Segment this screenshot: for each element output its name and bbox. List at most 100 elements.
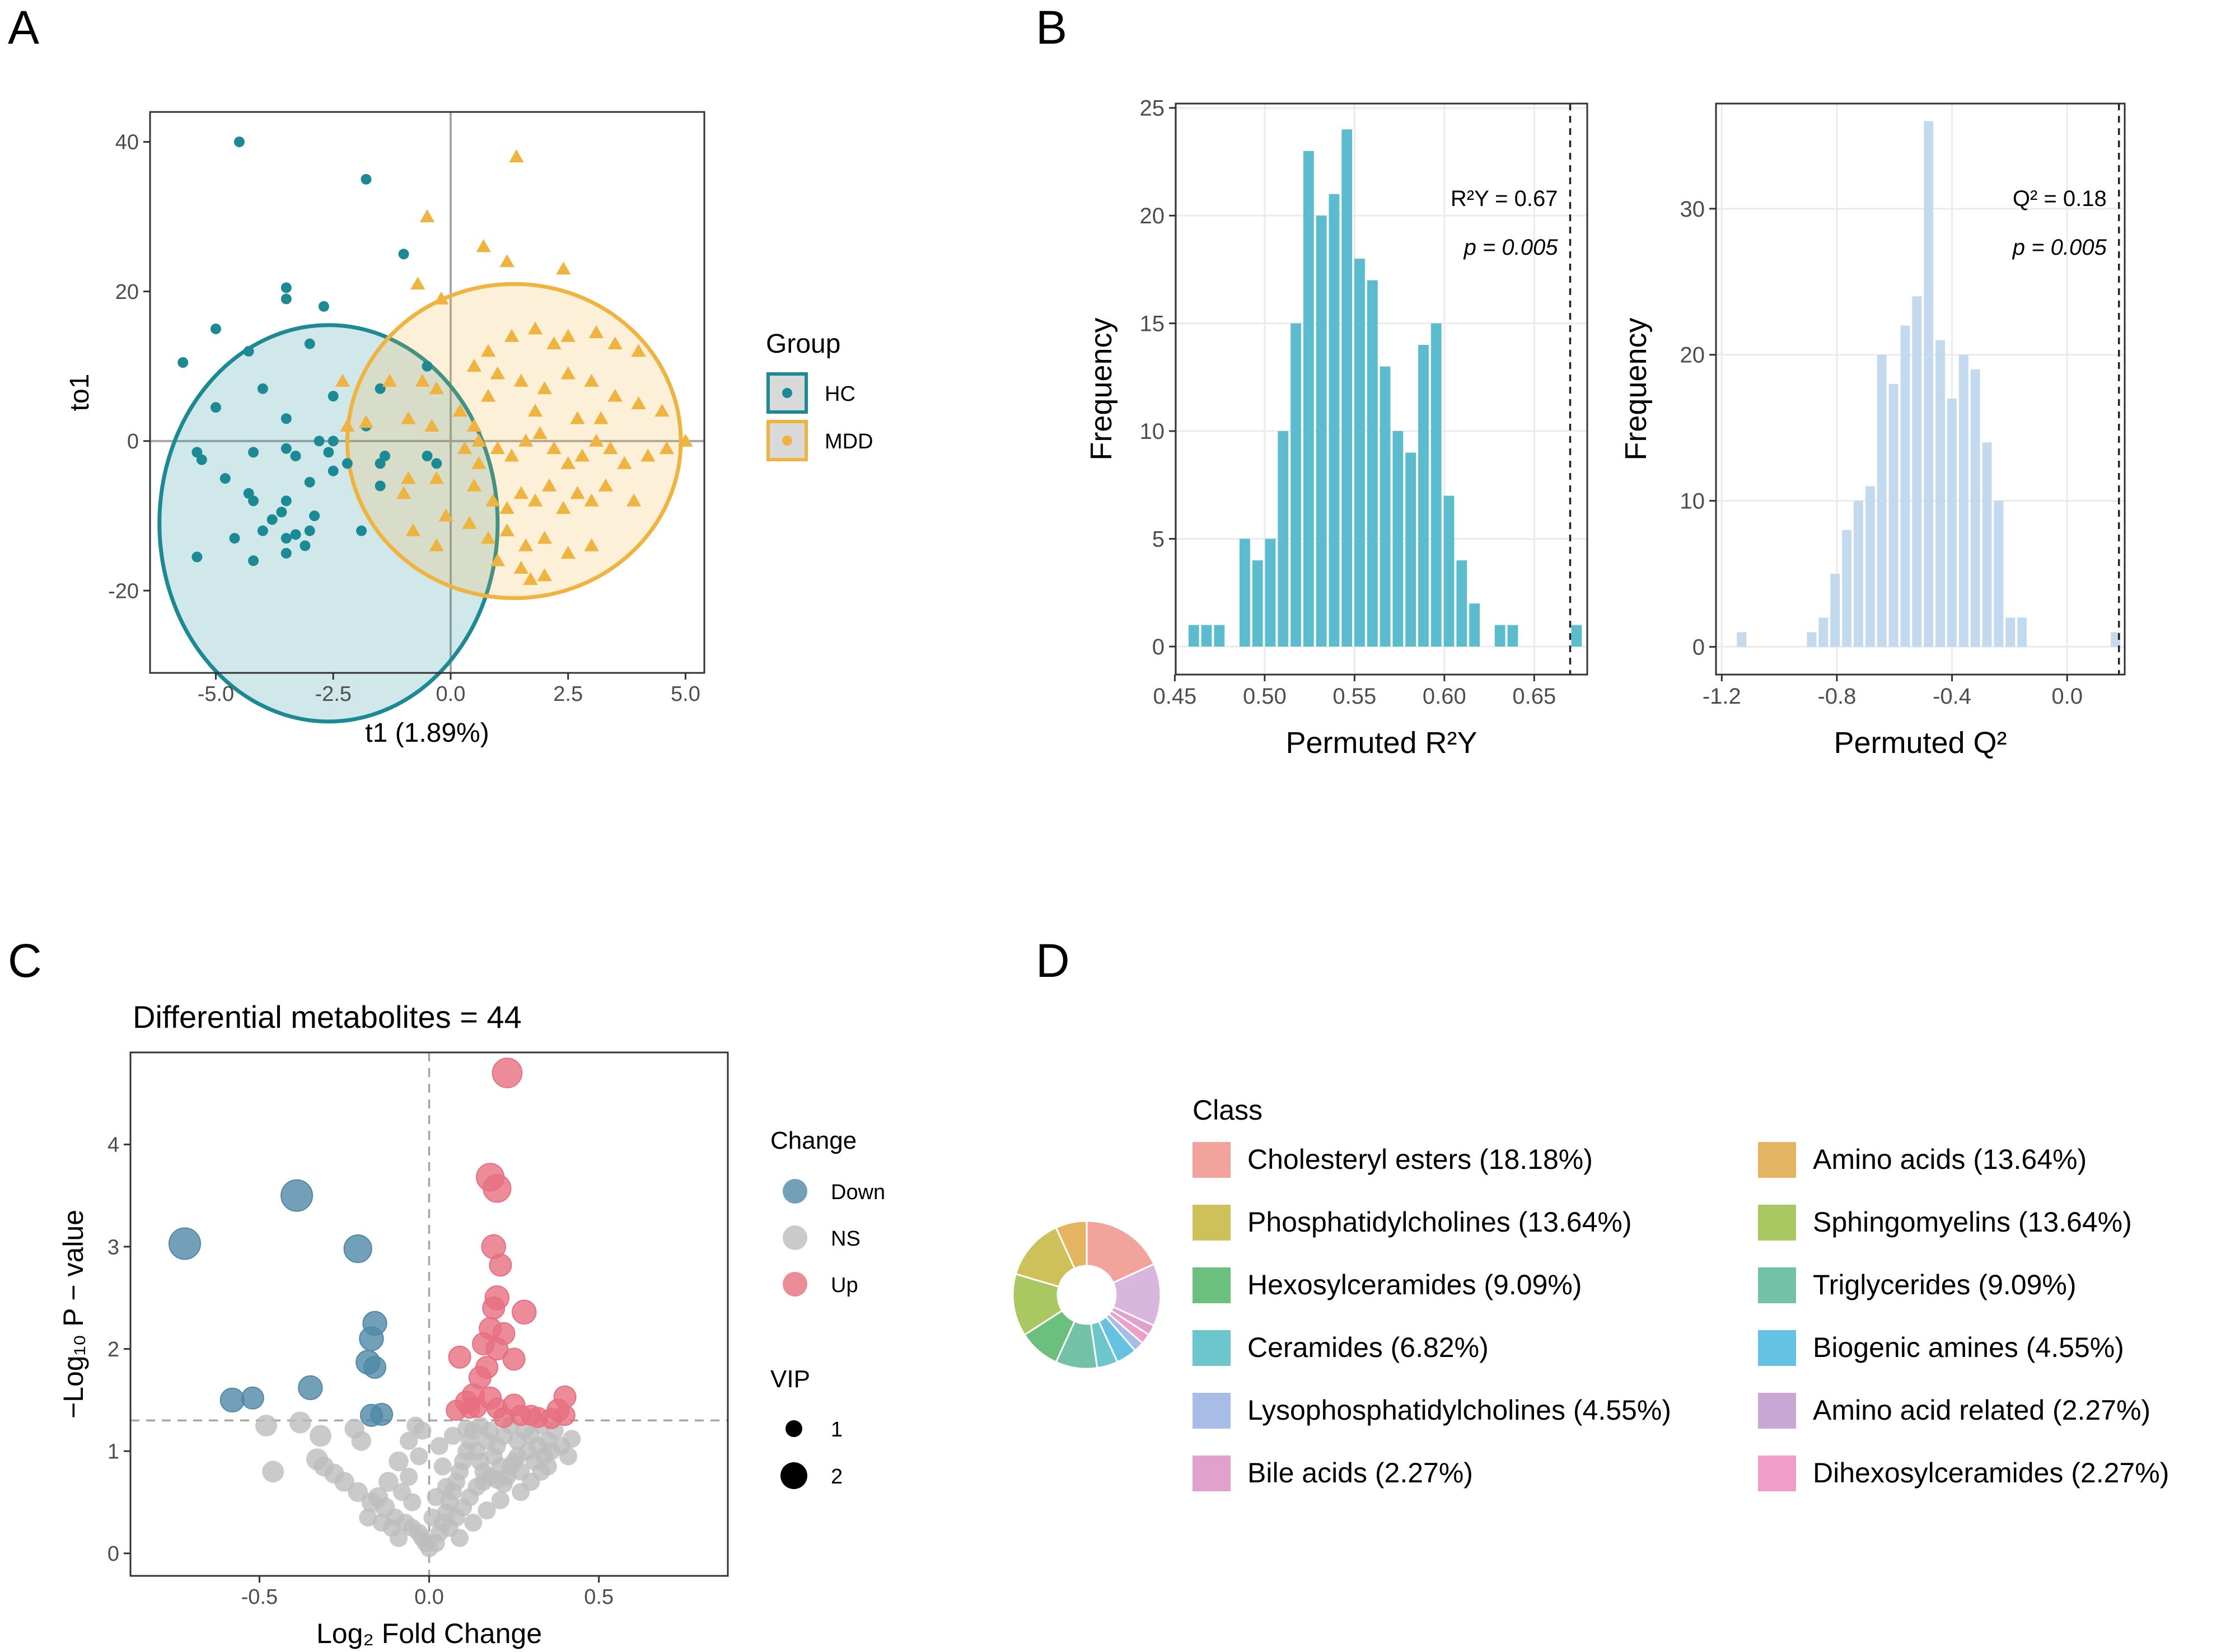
- x-tick-label: 0.45: [1153, 684, 1196, 709]
- volcano-point-ns: [410, 1447, 428, 1466]
- panel-label-d: D: [1036, 934, 1070, 987]
- legend-label: Amino acid related (2.27%): [1813, 1394, 2150, 1426]
- volcano-point-up: [492, 1057, 523, 1088]
- histogram-bar: [1380, 366, 1391, 647]
- volcano-point-ns: [457, 1419, 476, 1438]
- legend-group: Group HC MDD: [766, 329, 873, 461]
- legend-key: [1193, 1393, 1231, 1429]
- legend-key: [1758, 1456, 1796, 1491]
- point-mdd: [574, 448, 590, 462]
- histogram-bar: [1807, 632, 1817, 647]
- point-mdd: [480, 344, 496, 357]
- histogram-bar: [1456, 560, 1467, 647]
- volcano-point-ns: [427, 1488, 445, 1506]
- legend-key: [1758, 1205, 1796, 1241]
- point-mdd: [504, 329, 520, 342]
- volcano-point-ns: [378, 1472, 399, 1492]
- volcano-point-ns: [310, 1425, 331, 1447]
- legend-size-symbol: [785, 1420, 802, 1437]
- point-hc: [304, 476, 315, 488]
- volcano-point-up: [485, 1337, 509, 1361]
- point-mdd: [410, 277, 426, 290]
- point-mdd: [570, 411, 585, 424]
- legend-key: [1758, 1330, 1796, 1366]
- legend-key: [1758, 1393, 1796, 1429]
- point-mdd: [537, 568, 552, 582]
- point-mdd: [466, 418, 482, 432]
- point-hc: [304, 338, 315, 349]
- volcano-point-ns: [413, 1421, 432, 1440]
- volcano-point-up: [483, 1174, 512, 1203]
- histogram-bar: [1469, 603, 1480, 647]
- legend-key: [1758, 1142, 1796, 1178]
- point-mdd: [424, 418, 439, 432]
- histogram-bar: [1418, 345, 1429, 647]
- legend-label: Hexosylceramides (9.09%): [1247, 1269, 1582, 1300]
- point-hc: [375, 458, 386, 469]
- point-mdd: [617, 456, 632, 469]
- histogram-bar: [2017, 617, 2027, 647]
- histogram-bar: [1367, 280, 1378, 647]
- legend-label-mdd: MDD: [825, 430, 873, 453]
- point-hc: [177, 357, 189, 368]
- point-mdd: [598, 478, 614, 492]
- point-mdd: [640, 448, 656, 462]
- point-hc: [309, 510, 320, 521]
- y-tick-label: 5: [1152, 527, 1165, 552]
- legend-symbol-down: [783, 1179, 807, 1204]
- point-mdd: [429, 471, 444, 484]
- x-tick-label: 0.0: [2051, 684, 2083, 709]
- point-hc: [361, 174, 372, 185]
- x-tick-label: 0.55: [1332, 684, 1376, 709]
- point-mdd: [480, 531, 496, 544]
- volcano-point-up: [493, 1407, 515, 1428]
- volcano-point-ns: [508, 1447, 527, 1466]
- point-mdd: [466, 478, 482, 492]
- point-mdd: [513, 373, 529, 387]
- y-tick-label: 1: [107, 1440, 119, 1464]
- histogram-bar: [1240, 539, 1250, 647]
- point-hc: [276, 507, 287, 518]
- point-hc: [304, 525, 315, 536]
- legend-label-down: Down: [831, 1181, 885, 1204]
- point-hc: [257, 383, 268, 394]
- x-tick-label: -1.2: [1703, 684, 1741, 709]
- volcano-point-ns: [478, 1501, 496, 1520]
- point-hc: [398, 249, 409, 260]
- point-mdd: [429, 538, 444, 551]
- point-mdd: [527, 404, 543, 417]
- y-tick-label: 20: [1140, 204, 1165, 228]
- point-hc: [342, 458, 353, 469]
- point-mdd: [570, 486, 585, 499]
- y-tick-label: 30: [1680, 197, 1705, 222]
- point-hc: [280, 293, 292, 305]
- point-hc: [318, 301, 329, 312]
- legend-title-vip: VIP: [770, 1365, 810, 1393]
- point-mdd: [466, 359, 482, 372]
- volcano-point-ns: [539, 1457, 557, 1476]
- x-axis-title: Log₂ Fold Change: [316, 1618, 542, 1649]
- point-mdd: [471, 433, 487, 447]
- histogram-bar: [1958, 354, 1968, 647]
- point-hc: [266, 514, 278, 525]
- volcano-point-ns: [368, 1487, 389, 1508]
- point-mdd: [584, 373, 599, 387]
- volcano-point-ns: [389, 1451, 409, 1472]
- confidence-ellipse-mdd: [345, 282, 683, 600]
- point-mdd: [452, 404, 467, 417]
- volcano-point-ns: [389, 1529, 408, 1547]
- point-hc: [314, 436, 325, 447]
- point-hc: [280, 443, 292, 454]
- point-mdd: [556, 261, 571, 275]
- point-mdd: [518, 538, 534, 551]
- point-hc: [422, 451, 433, 462]
- legend-group: Class Cholesteryl esters (18.18%) Amino ac…: [1193, 1094, 2169, 1491]
- x-axis-title: Permuted Q²: [1834, 726, 2007, 760]
- histogram-bar: [1947, 398, 1957, 647]
- histogram-bar: [1507, 625, 1518, 647]
- x-tick-label: 0.5: [584, 1585, 614, 1609]
- point-mdd: [438, 508, 453, 522]
- confidence-ellipse-hc: [157, 323, 500, 724]
- point-hc: [229, 533, 240, 544]
